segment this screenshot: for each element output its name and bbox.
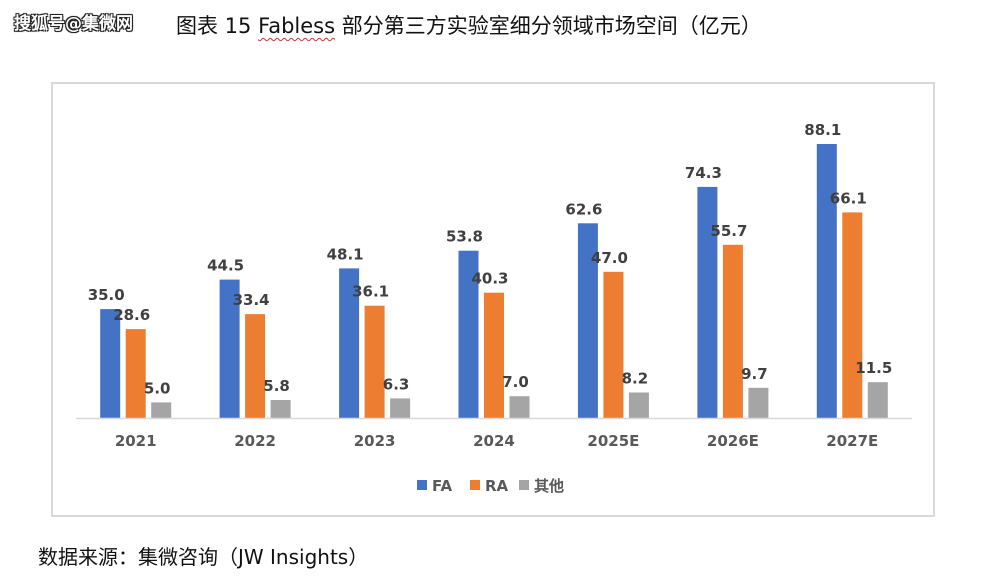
bar-其他-2026E	[748, 387, 769, 418]
legend-label-其他: 其他	[534, 477, 564, 495]
category-label-2024: 2024	[473, 432, 515, 450]
category-label-2021: 2021	[115, 432, 157, 450]
data-label-RA-2024: 40.3	[471, 270, 508, 288]
data-label-RA-2026E: 55.7	[710, 222, 747, 240]
data-label-RA-2021: 28.6	[113, 306, 150, 324]
title-suffix: 部分第三方实验室细分领域市场空间（亿元）	[335, 14, 762, 38]
bar-FA-2023	[339, 268, 360, 418]
category-label-2023: 2023	[354, 432, 396, 450]
bar-其他-2021	[151, 402, 172, 418]
data-label-RA-2022: 33.4	[233, 291, 270, 309]
category-label-2025E: 2025E	[587, 432, 639, 450]
bar-其他-2022	[270, 400, 291, 418]
bar-FA-2024	[458, 250, 479, 418]
figure-title: 图表 15 Fabless 部分第三方实验室细分领域市场空间（亿元）	[176, 10, 762, 40]
data-label-其他-2026E: 9.7	[741, 365, 768, 383]
data-label-其他-2024: 7.0	[502, 373, 529, 391]
bar-RA-2025E	[603, 271, 624, 418]
data-label-其他-2027E: 11.5	[855, 359, 892, 377]
legend: FA RA 其他	[417, 477, 564, 495]
category-label-2022: 2022	[234, 432, 276, 450]
bar-RA-2021	[125, 329, 146, 418]
bar-RA-2022	[245, 314, 266, 418]
title-word-spellcheck: Fabless	[258, 14, 336, 38]
bar-FA-2027E	[816, 144, 837, 418]
data-label-FA-2024: 53.8	[446, 228, 483, 246]
bar-RA-2023	[364, 305, 385, 418]
data-label-RA-2025E: 47.0	[591, 249, 628, 267]
data-label-RA-2023: 36.1	[352, 283, 389, 301]
bar-FA-2025E	[577, 223, 598, 418]
legend-label-RA: RA	[485, 477, 509, 495]
bar-RA-2027E	[842, 212, 863, 418]
bar-FA-2022	[219, 279, 240, 418]
bars-layer	[100, 144, 888, 418]
bar-其他-2027E	[867, 382, 888, 418]
data-label-FA-2026E: 74.3	[685, 164, 722, 182]
legend-swatch-FA	[417, 480, 427, 490]
data-label-其他-2022: 5.8	[263, 377, 290, 395]
data-label-FA-2023: 48.1	[327, 245, 364, 263]
bar-FA-2021	[100, 309, 121, 418]
bar-RA-2024	[484, 292, 504, 418]
data-label-FA-2025E: 62.6	[565, 200, 602, 218]
category-labels-layer: 2021 2022 2023 2024 2025E 2026E 2027E	[115, 432, 878, 450]
bar-其他-2025E	[628, 392, 649, 418]
category-label-2026E: 2026E	[707, 432, 759, 450]
bar-其他-2023	[390, 398, 411, 418]
category-label-2027E: 2027E	[826, 432, 878, 450]
data-source: 数据来源：集微咨询（JW Insights）	[38, 545, 369, 569]
data-label-FA-2022: 44.5	[207, 257, 244, 275]
legend-swatch-RA	[470, 480, 480, 490]
legend-label-FA: FA	[432, 477, 453, 495]
data-labels-layer: 35.0 28.6 5.0 44.5 33.4 5.8 48.1 36.1 6.3 53.8 40.…	[88, 121, 893, 397]
data-label-FA-2027E: 88.1	[804, 121, 841, 139]
data-label-RA-2027E: 66.1	[830, 189, 867, 207]
bar-RA-2026E	[722, 244, 743, 418]
data-label-其他-2021: 5.0	[144, 379, 171, 397]
bar-FA-2026E	[697, 186, 718, 418]
bar-其他-2024	[509, 396, 530, 418]
data-label-FA-2021: 35.0	[88, 286, 125, 304]
title-prefix: 图表 15	[176, 14, 259, 38]
watermark: 搜狐号@集微网	[14, 14, 133, 34]
data-label-其他-2023: 6.3	[383, 375, 410, 393]
legend-swatch-其他	[519, 480, 529, 490]
data-label-其他-2025E: 8.2	[622, 370, 649, 388]
